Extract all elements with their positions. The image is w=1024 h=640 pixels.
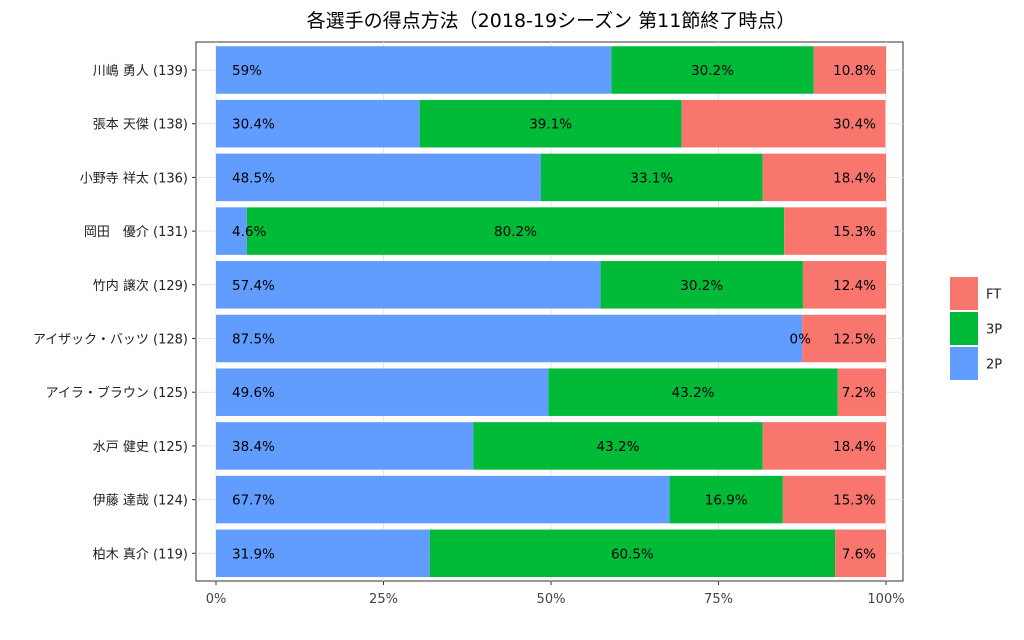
bar-segment-ft-row-4	[802, 261, 886, 309]
y-tick-label-3: 岡田 優介 (131)	[84, 225, 188, 240]
y-tick-label-1: 張本 天傑 (138)	[93, 118, 188, 133]
bar-label-2p-row-9: 31.9%	[232, 546, 275, 562]
bar-segment-2p-row-0	[216, 46, 612, 94]
bar-label-ft-row-8: 15.3%	[833, 493, 876, 509]
bar-segment-3p-row-4	[600, 261, 803, 309]
x-tick-label-1: 25%	[369, 592, 398, 607]
bar-segment-ft-row-7	[762, 422, 886, 470]
bar-label-2p-row-7: 38.4%	[232, 439, 275, 455]
bar-label-3p-row-4: 30.2%	[680, 278, 723, 294]
legend-key-2p	[950, 347, 978, 380]
bar-segment-ft-row-5	[802, 314, 886, 363]
bar-segment-2p-row-6	[216, 368, 549, 416]
bar-segment-3p-row-7	[473, 422, 763, 470]
legend-key-3p	[950, 312, 978, 345]
bar-label-ft-row-4: 12.4%	[833, 278, 876, 294]
bars-layer	[216, 46, 887, 578]
bar-label-3p-row-0: 30.2%	[691, 63, 734, 79]
legend-label-3p: 3P	[986, 323, 1002, 338]
legend: FT 3P 2P	[950, 277, 1002, 380]
x-tick-label-2: 50%	[537, 592, 566, 607]
labels-layer: 59% 30.2% 10.8% 30.4% 39.1% 30.4% 48.5% 33.1% 18…	[232, 63, 876, 562]
bar-segment-2p-row-4	[216, 261, 601, 309]
bar-segment-2p-row-7	[216, 422, 474, 470]
bar-segment-ft-row-6	[837, 368, 886, 416]
bar-label-2p-row-1: 30.4%	[232, 117, 275, 133]
x-tick-label-4: 100%	[867, 592, 904, 607]
bar-label-ft-row-3: 15.3%	[833, 224, 876, 240]
legend-label-ft: FT	[986, 288, 1001, 303]
bar-label-2p-row-6: 49.6%	[232, 385, 275, 401]
chart-title: 各選手の得点方法（2018-19シーズン 第11節終了時点）	[307, 10, 796, 32]
bar-label-3p-row-9: 60.5%	[611, 546, 654, 562]
bar-label-3p-row-6: 43.2%	[672, 385, 715, 401]
bar-label-3p-row-7: 43.2%	[597, 439, 640, 455]
bar-segment-ft-row-1	[681, 99, 886, 148]
bar-segment-3p-row-1	[419, 99, 682, 148]
y-tick-label-0: 川嶋 勇人 (139)	[93, 64, 188, 79]
bar-segment-3p-row-0	[611, 46, 814, 94]
bar-label-ft-row-0: 10.8%	[833, 63, 876, 79]
bar-label-2p-row-4: 57.4%	[232, 278, 275, 294]
bar-segment-ft-row-2	[762, 153, 886, 202]
bar-label-3p-row-5: 0%	[790, 332, 812, 348]
legend-label-2p: 2P	[986, 358, 1002, 373]
bar-segment-3p-row-8	[669, 475, 783, 524]
bar-label-3p-row-2: 33.1%	[630, 170, 673, 186]
y-tick-label-5: アイザック・バッツ (128)	[33, 333, 188, 348]
x-tick-label-0: 0%	[206, 592, 227, 607]
bar-label-2p-row-8: 67.7%	[232, 493, 275, 509]
bar-label-2p-row-5: 87.5%	[232, 332, 275, 348]
y-tick-label-6: アイラ・ブラウン (125)	[46, 385, 188, 401]
y-tick-label-2: 小野寺 祥太 (136)	[80, 171, 188, 186]
bar-label-ft-row-6: 7.2%	[842, 385, 876, 401]
bar-segment-2p-row-3	[216, 207, 247, 255]
bar-segment-ft-row-0	[813, 46, 886, 94]
bar-segment-2p-row-8	[216, 475, 670, 524]
bar-label-2p-row-2: 48.5%	[232, 170, 275, 186]
bar-segment-2p-row-2	[216, 153, 541, 202]
bar-segment-3p-row-3	[246, 207, 785, 255]
bar-label-ft-row-1: 30.4%	[833, 117, 876, 133]
bar-segment-ft-row-8	[782, 475, 886, 524]
bar-label-3p-row-3: 80.2%	[494, 224, 537, 240]
legend-key-ft	[950, 277, 978, 310]
y-tick-label-4: 竹内 譲次 (129)	[93, 278, 188, 294]
y-tick-label-7: 水戸 健史 (125)	[93, 440, 188, 455]
y-tick-label-9: 柏木 真介 (119)	[93, 547, 188, 562]
x-axis: 0% 25% 50% 75% 100%	[206, 581, 905, 607]
bar-segment-3p-row-6	[548, 368, 838, 416]
bar-label-2p-row-0: 59%	[232, 63, 262, 79]
bar-label-2p-row-3: 4.6%	[232, 224, 266, 240]
bar-label-ft-row-5: 12.5%	[833, 332, 876, 348]
x-tick-label-3: 75%	[704, 592, 733, 607]
bar-segment-2p-row-5	[216, 314, 803, 363]
y-tick-label-8: 伊藤 達哉 (124)	[93, 494, 188, 509]
bar-label-ft-row-2: 18.4%	[833, 170, 876, 186]
bar-segment-ft-row-9	[835, 529, 886, 578]
bar-segment-2p-row-9	[216, 529, 430, 578]
bar-label-ft-row-7: 18.4%	[833, 439, 876, 455]
y-axis: 川嶋 勇人 (139) 張本 天傑 (138) 小野寺 祥太 (136) 岡田 優介 …	[33, 64, 196, 562]
bar-segment-3p-row-9	[429, 529, 836, 578]
bar-segment-2p-row-1	[216, 99, 420, 148]
bar-label-ft-row-9: 7.6%	[842, 546, 876, 562]
bar-label-3p-row-8: 16.9%	[705, 493, 748, 509]
bar-segment-3p-row-2	[540, 153, 763, 202]
bar-label-3p-row-1: 39.1%	[529, 117, 572, 133]
bar-segment-ft-row-3	[784, 207, 887, 255]
plot-panel-border	[195, 41, 904, 582]
